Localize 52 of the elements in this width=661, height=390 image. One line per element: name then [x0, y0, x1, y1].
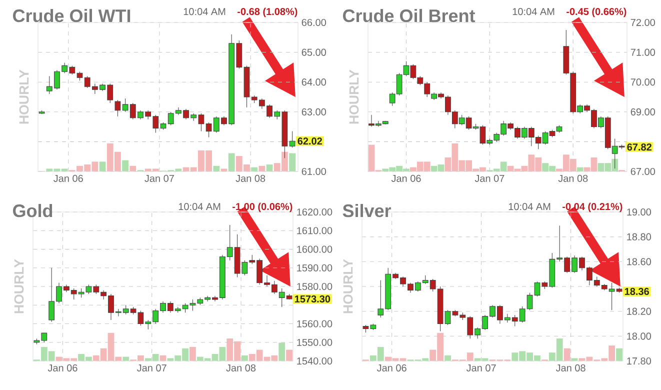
text: -0.68 (1.08%) — [238, 8, 298, 18]
y-tick-label: 1580.00 — [297, 282, 332, 290]
x-tick-label: Jan 08 — [556, 364, 586, 372]
x-tick-label: Jan 07 — [144, 174, 174, 182]
y-tick-label: 1600.00 — [297, 246, 332, 253]
x-tick-label: Jan 06 — [54, 174, 83, 182]
y-tick-label: 67.00 — [630, 168, 656, 176]
y-tick-label: 69.00 — [630, 108, 656, 116]
annotation: 1573.30 — [294, 295, 330, 303]
annotation: -0.04 (0.21%) — [562, 202, 622, 212]
y-tick-label: 65.00 — [302, 48, 326, 56]
x-tick-label: Jan 07 — [474, 174, 504, 182]
y-tick-label: 64.00 — [302, 78, 326, 86]
chart-title: Crude Oil WTI — [13, 8, 130, 22]
y-tick-label: 1550.00 — [297, 338, 332, 346]
y-tick-label: 1590.00 — [297, 264, 332, 272]
x-tick-label: Jan 06 — [391, 174, 421, 182]
text: 10:04 AM — [178, 203, 220, 210]
y-tick-label: 18.60 — [627, 258, 651, 266]
chart-title: Crude Oil Brent — [343, 8, 476, 22]
x-tick-label: Jan 07 — [466, 364, 496, 372]
y-tick-label: 61.00 — [302, 168, 326, 176]
text: 10:04 AM — [508, 203, 550, 210]
y-tick-label: 72.00 — [630, 18, 656, 26]
y-tick-label: 70.00 — [630, 78, 656, 86]
y-tick-label: 17.80 — [627, 357, 651, 365]
annotation: 62.02 — [298, 138, 322, 145]
y-tick-label: 63.00 — [302, 108, 326, 116]
annotation: 67.82 — [627, 144, 652, 151]
y-tick-label: 1620.00 — [297, 208, 332, 216]
y-tick-label: 71.00 — [630, 48, 656, 56]
x-tick-label: Jan 07 — [136, 364, 166, 372]
x-tick-label: Jan 08 — [558, 174, 588, 182]
text: 10:04 AM — [512, 8, 554, 16]
y-tick-label: 18.20 — [627, 308, 651, 315]
text: -0.45 (0.66%) — [566, 8, 626, 18]
y-tick-label: 1540.00 — [297, 357, 332, 365]
x-tick-label: Jan 08 — [226, 364, 256, 372]
x-tick-label: Jan 06 — [376, 364, 406, 372]
y-tick-label: 18.00 — [627, 332, 651, 340]
y-tick-label: 66.00 — [302, 18, 326, 26]
annotation: -1.00 (0.06%) — [232, 202, 292, 212]
text: 10:04 AM — [184, 8, 226, 16]
annotation: 18.36 — [624, 288, 649, 296]
y-tick-label: 1560.00 — [297, 320, 332, 328]
chart-title: Silver — [342, 204, 392, 218]
chart-title: Gold — [13, 204, 52, 218]
x-tick-label: Jan 06 — [48, 364, 78, 372]
y-tick-label: 19.00 — [627, 208, 651, 216]
x-tick-label: Jan 08 — [236, 174, 266, 182]
y-tick-label: 1610.00 — [297, 227, 332, 234]
y-tick-label: 18.80 — [627, 233, 651, 240]
